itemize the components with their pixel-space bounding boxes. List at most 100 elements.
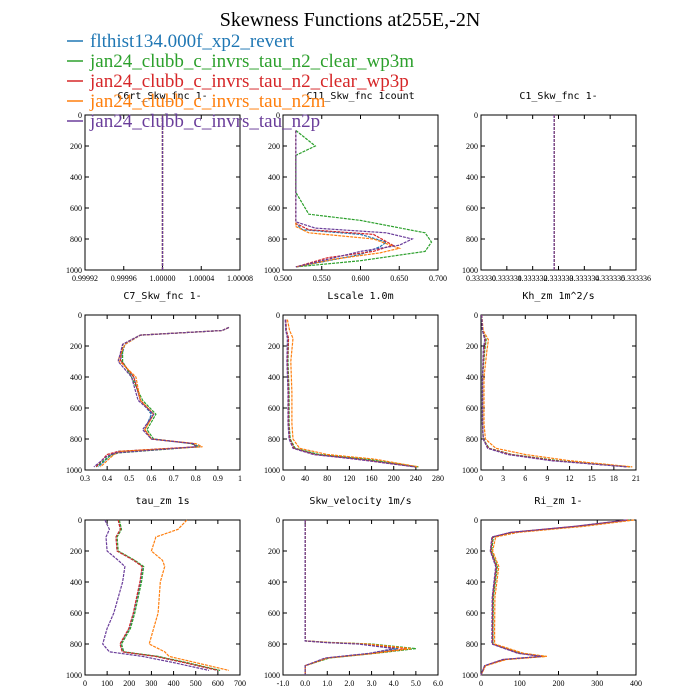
plot-frame <box>84 314 241 471</box>
y-tick-label: 800 <box>268 235 280 244</box>
x-tick-label: 12 <box>566 474 574 483</box>
x-tick-label: 0.333331 <box>492 274 522 283</box>
panel-title: Kh_zm 1m^2/s <box>522 291 594 302</box>
series-line <box>285 319 419 468</box>
x-tick-label: 1.00000 <box>150 274 176 283</box>
y-tick-label: 600 <box>466 609 478 618</box>
series-line <box>116 519 221 671</box>
x-tick-label: 0 <box>479 679 483 688</box>
x-tick-label: 0.333335 <box>595 274 625 283</box>
y-tick-label: 200 <box>268 547 280 556</box>
x-tick-label: 0.7 <box>169 474 179 483</box>
x-tick-label: 0.99996 <box>111 274 137 283</box>
x-tick-label: 0.8 <box>191 474 201 483</box>
y-tick-label: 1000 <box>264 266 280 275</box>
x-tick-label: 0.3 <box>80 474 90 483</box>
series-line <box>481 314 628 468</box>
x-tick-label: 0.333336 <box>621 274 651 283</box>
x-tick-label: 240 <box>410 474 422 483</box>
y-tick-label: 800 <box>70 435 82 444</box>
series-line <box>304 520 416 675</box>
y-tick-label: 200 <box>268 342 280 351</box>
x-tick-label: 0.9 <box>213 474 223 483</box>
series-line <box>115 519 219 671</box>
series-line <box>100 326 230 468</box>
x-tick-label: 6.0 <box>433 679 443 688</box>
y-tick-label: 800 <box>70 640 82 649</box>
y-tick-label: 1000 <box>66 466 82 475</box>
panel-3: C1_Skw_fnc 1-020040060080010000.3333300.… <box>462 91 651 283</box>
y-tick-label: 1000 <box>462 466 478 475</box>
x-tick-label: 15 <box>588 474 596 483</box>
series-line <box>481 314 633 468</box>
y-tick-label: 0 <box>474 311 478 320</box>
series-line <box>285 319 416 468</box>
panel-title: C6rt_Skw_fnc 1- <box>117 91 207 102</box>
x-tick-label: 5.0 <box>411 679 421 688</box>
panel-title: Lscale 1.0m <box>327 291 393 302</box>
y-tick-label: 0 <box>474 516 478 525</box>
series-line <box>285 319 416 468</box>
panel-title: Skw_velocity 1m/s <box>309 496 411 507</box>
y-tick-label: 800 <box>268 435 280 444</box>
y-tick-label: 200 <box>268 142 280 151</box>
y-tick-label: 800 <box>70 235 82 244</box>
y-tick-label: 800 <box>466 640 478 649</box>
series-line <box>295 130 433 268</box>
y-tick-label: 600 <box>70 204 82 213</box>
series-line <box>95 326 230 468</box>
x-tick-label: 400 <box>168 679 180 688</box>
y-tick-label: 200 <box>466 547 478 556</box>
y-tick-label: 400 <box>70 578 82 587</box>
series-line <box>480 519 631 676</box>
plot-frame <box>84 519 241 676</box>
x-tick-label: 0 <box>83 679 87 688</box>
y-tick-label: 0 <box>276 516 280 525</box>
x-tick-label: 200 <box>388 474 400 483</box>
y-tick-label: 600 <box>268 404 280 413</box>
series-line <box>304 520 394 675</box>
x-tick-label: 500 <box>190 679 202 688</box>
x-tick-label: -1.0 <box>277 679 290 688</box>
series-line <box>480 519 629 676</box>
x-tick-label: 120 <box>343 474 355 483</box>
legend-label: jan24_clubb_c_invrs_tau_n2_clear_wp3m <box>89 51 414 72</box>
x-tick-label: 0.550 <box>313 274 331 283</box>
x-tick-label: 1.00004 <box>188 274 214 283</box>
x-tick-label: 0 <box>479 474 483 483</box>
series-line <box>480 519 635 676</box>
series-line <box>295 130 395 268</box>
y-tick-label: 200 <box>466 342 478 351</box>
y-tick-label: 800 <box>466 435 478 444</box>
x-tick-label: 9 <box>545 474 549 483</box>
y-tick-label: 400 <box>268 173 280 182</box>
series-line <box>102 519 210 671</box>
x-tick-label: 0.600 <box>352 274 370 283</box>
series-line <box>93 326 230 468</box>
legend-label: jan24_clubb_c_invrs_tau_n2_clear_wp3p <box>89 71 409 92</box>
y-tick-label: 600 <box>466 404 478 413</box>
y-tick-label: 200 <box>70 342 82 351</box>
panel-title: C1_Skw_fnc 1- <box>519 91 597 102</box>
y-tick-label: 200 <box>70 142 82 151</box>
series-line <box>295 130 414 268</box>
series-line <box>481 314 629 468</box>
x-tick-label: 200 <box>553 679 565 688</box>
series-line <box>284 319 415 468</box>
plot-frame <box>480 114 637 271</box>
y-tick-label: 400 <box>268 373 280 382</box>
y-tick-label: 1000 <box>462 266 478 275</box>
x-tick-label: 0.333333 <box>544 274 574 283</box>
x-tick-label: 100 <box>514 679 526 688</box>
x-tick-label: 80 <box>323 474 331 483</box>
x-tick-label: 0.500 <box>274 274 292 283</box>
panel-title: Ri_zm 1- <box>534 496 582 507</box>
y-tick-label: 1000 <box>264 466 280 475</box>
series-line <box>481 314 631 468</box>
y-tick-label: 0 <box>78 516 82 525</box>
x-tick-label: 200 <box>123 679 135 688</box>
